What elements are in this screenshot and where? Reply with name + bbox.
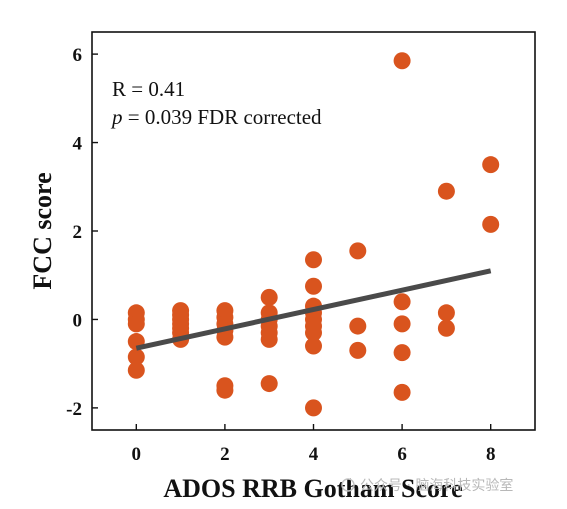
- data-point: [305, 399, 322, 417]
- data-point: [349, 341, 367, 359]
- y-tick-label: -2: [66, 399, 82, 420]
- watermark-icon: [341, 478, 355, 492]
- watermark: 公众号 · 脑海科技实验室: [341, 477, 513, 494]
- y-tick-label: 0: [73, 310, 83, 331]
- y-tick-label: 4: [73, 134, 83, 155]
- data-point: [482, 215, 500, 233]
- data-point: [127, 315, 145, 333]
- data-point: [216, 328, 234, 346]
- data-point: [260, 288, 278, 306]
- data-point: [305, 337, 322, 355]
- x-tick-label: 8: [486, 444, 496, 465]
- x-ticks: 0 2 4 6 8: [132, 424, 496, 465]
- y-axis-title: FCC score: [28, 172, 57, 289]
- data-point: [349, 242, 367, 260]
- x-tick-label: 0: [132, 444, 142, 465]
- annotation-p-symbol: p: [110, 105, 123, 129]
- annotation-p: p = 0.039 FDR corrected: [110, 105, 322, 129]
- data-point: [305, 324, 322, 342]
- data-point: [393, 344, 411, 362]
- data-point: [437, 304, 455, 322]
- data-point: [437, 319, 455, 337]
- data-points: [127, 52, 500, 417]
- data-point: [393, 315, 411, 333]
- data-point: [305, 251, 322, 269]
- data-point: [260, 330, 278, 348]
- data-point: [305, 277, 322, 295]
- data-point: [349, 317, 367, 335]
- data-point: [127, 361, 145, 379]
- x-axis-title: ADOS RRB Gotham Score: [163, 474, 462, 503]
- annotation-p-value: = 0.039 FDR corrected: [123, 105, 323, 129]
- y-tick-label: 2: [73, 222, 83, 243]
- y-tick-label: 6: [73, 45, 83, 66]
- data-point: [393, 383, 411, 401]
- data-point: [216, 381, 234, 399]
- annotation-r: R = 0.41: [112, 77, 185, 101]
- data-point: [437, 182, 455, 200]
- x-tick-label: 2: [220, 444, 230, 465]
- x-tick-label: 4: [309, 444, 319, 465]
- data-point: [482, 156, 500, 174]
- data-point: [260, 375, 278, 393]
- data-point: [393, 293, 411, 311]
- data-point: [127, 348, 145, 366]
- watermark-text: 公众号 · 脑海科技实验室: [360, 477, 513, 494]
- regression-line: [135, 268, 492, 351]
- data-point: [393, 52, 411, 70]
- y-ticks: -2 0 2 4 6: [66, 45, 98, 420]
- x-tick-label: 6: [397, 444, 407, 465]
